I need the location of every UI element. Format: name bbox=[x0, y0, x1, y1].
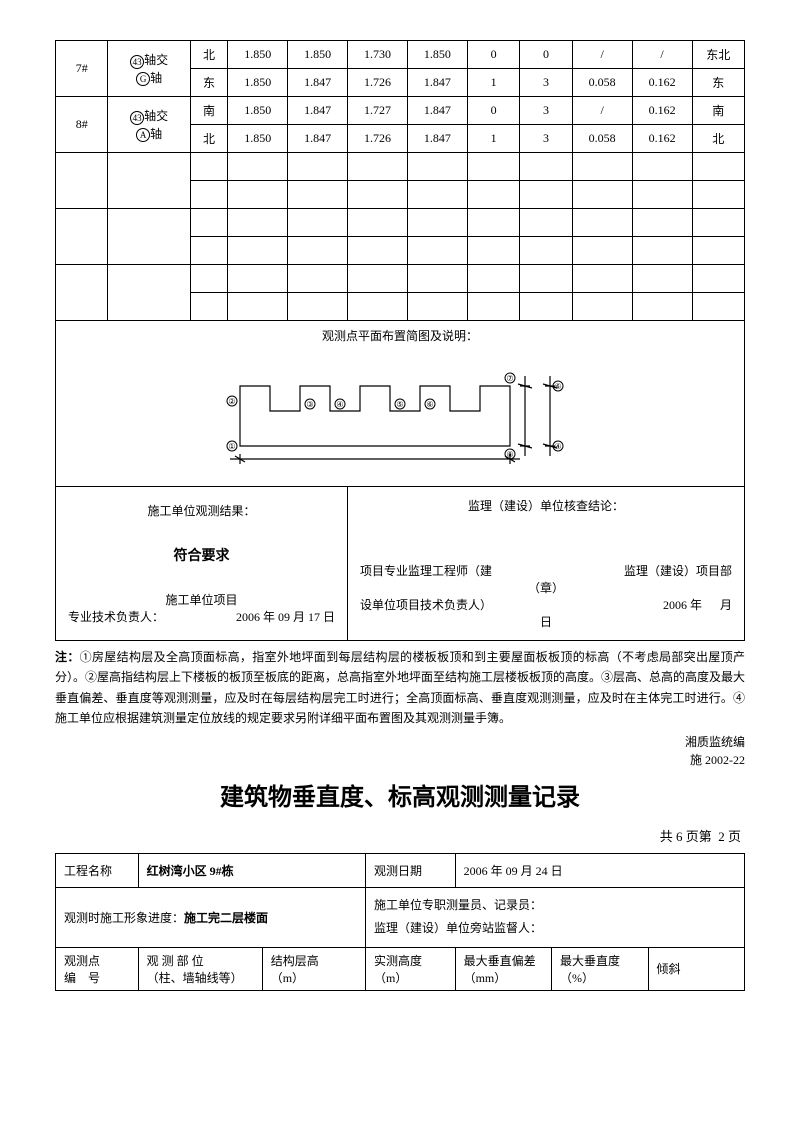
table-row: 7# 43轴交 G轴 北 1.850 1.850 1.730 1.850 0 0… bbox=[56, 41, 745, 69]
point-id: 8# bbox=[56, 97, 108, 153]
svg-text:⑦: ⑦ bbox=[506, 374, 513, 383]
results-row: 施工单位观测结果： 符合要求 施工单位项目 专业技术负责人： 2006 年 09… bbox=[56, 487, 745, 641]
record-header-table: 工程名称 红树湾小区 9#栋 观测日期 2006 年 09 月 24 日 观测时… bbox=[55, 853, 745, 991]
svg-text:⑤: ⑤ bbox=[396, 400, 403, 409]
dir-cell: 北 bbox=[190, 41, 227, 69]
staff-cell: 施工单位专职测量员、记录员： 监理（建设）单位旁站监督人： bbox=[366, 887, 745, 947]
person-label: 施工单位项目 bbox=[68, 591, 335, 608]
svg-text:①: ① bbox=[228, 442, 235, 451]
result-verdict: 符合要求 bbox=[68, 545, 335, 565]
supervisor-day: 日 bbox=[360, 613, 732, 630]
col-header: 观测点编 号 bbox=[56, 947, 139, 990]
table-row-empty bbox=[56, 209, 745, 237]
table-row: 8# 43轴交 A轴 南 1.850 1.847 1.727 1.847 0 3… bbox=[56, 97, 745, 125]
col-header: 倾斜 bbox=[648, 947, 745, 990]
page-indicator: 共 6 页第 2 页 bbox=[55, 826, 741, 845]
supervisor-date: 2006 年 bbox=[663, 598, 702, 612]
supervisor-line2: 设单位项目技术负责人） bbox=[360, 596, 492, 613]
result-left-title: 施工单位观测结果： bbox=[68, 502, 335, 519]
col-header: 结构层高（m） bbox=[262, 947, 365, 990]
circled-num: 43 bbox=[130, 55, 144, 69]
floor-plan-diagram: ② ① ③ ④ ⑤ ⑥ ⑦ ⑧ ⑥ ④ bbox=[210, 356, 630, 476]
axis-cell: 43轴交 A轴 bbox=[108, 97, 190, 153]
supervisor-line1: 项目专业监理工程师（建 bbox=[360, 562, 492, 579]
table-row-empty bbox=[56, 265, 745, 293]
result-right-title: 监理（建设）单位核查结论： bbox=[360, 497, 732, 514]
measurement-table: 7# 43轴交 G轴 北 1.850 1.850 1.730 1.850 0 0… bbox=[55, 40, 745, 641]
dir-cell: 南 bbox=[190, 97, 227, 125]
table-row: 工程名称 红树湾小区 9#栋 观测日期 2006 年 09 月 24 日 bbox=[56, 853, 745, 887]
diagram-row: 观测点平面布置简图及说明： ② bbox=[56, 321, 745, 487]
svg-text:④: ④ bbox=[336, 400, 343, 409]
date-label: 观测日期 bbox=[366, 853, 456, 887]
date-value: 2006 年 09 月 24 日 bbox=[455, 853, 744, 887]
column-header-row: 观测点编 号 观 测 部 位（柱、墙轴线等） 结构层高（m） 实测高度（m） 最… bbox=[56, 947, 745, 990]
supervisor-suffix: 监理（建设）项目部 bbox=[624, 562, 732, 579]
construction-result-cell: 施工单位观测结果： 符合要求 施工单位项目 专业技术负责人： 2006 年 09… bbox=[56, 487, 348, 641]
dir-cell: 北 bbox=[190, 125, 227, 153]
supervisor-line1b: （章） bbox=[360, 579, 732, 596]
svg-text:④: ④ bbox=[554, 442, 561, 451]
point-id: 7# bbox=[56, 41, 108, 97]
svg-text:②: ② bbox=[228, 397, 235, 406]
circled-letter: A bbox=[136, 128, 150, 142]
col-header: 实测高度（m） bbox=[366, 947, 456, 990]
proj-name: 红树湾小区 9#栋 bbox=[138, 853, 365, 887]
footnote: 注：①房屋结构层及全高顶面标高，指室外地坪面到每层结构层的楼板板顶和到主要屋面板… bbox=[55, 647, 745, 729]
progress-cell: 观测时施工形象进度：施工完二层楼面 bbox=[56, 887, 366, 947]
axis-cell: 43轴交 G轴 bbox=[108, 41, 190, 97]
circled-num: 43 bbox=[130, 111, 144, 125]
result-left-date: 2006 年 09 月 17 日 bbox=[236, 608, 335, 625]
supervisor-result-cell: 监理（建设）单位核查结论： 项目专业监理工程师（建 监理（建设）项目部 （章） … bbox=[348, 487, 745, 641]
col-header: 观 测 部 位（柱、墙轴线等） bbox=[138, 947, 262, 990]
person-label2: 专业技术负责人： bbox=[68, 608, 164, 625]
doc-code: 湘质监统编 施 2002-22 bbox=[55, 733, 745, 769]
svg-text:③: ③ bbox=[306, 400, 313, 409]
col-header: 最大垂直偏差（mm） bbox=[455, 947, 551, 990]
col-header: 最大垂直度（%） bbox=[552, 947, 648, 990]
page-title: 建筑物垂直度、标高观测测量记录 bbox=[55, 777, 745, 812]
diagram-label: 观测点平面布置简图及说明： bbox=[64, 327, 736, 344]
circled-letter: G bbox=[136, 72, 150, 86]
table-row-empty bbox=[56, 153, 745, 181]
dir-cell: 东 bbox=[190, 69, 227, 97]
proj-label: 工程名称 bbox=[56, 853, 139, 887]
svg-text:⑧: ⑧ bbox=[506, 450, 513, 459]
svg-text:⑥: ⑥ bbox=[554, 382, 561, 391]
svg-text:⑥: ⑥ bbox=[426, 400, 433, 409]
table-row: 观测时施工形象进度：施工完二层楼面 施工单位专职测量员、记录员： 监理（建设）单… bbox=[56, 887, 745, 947]
